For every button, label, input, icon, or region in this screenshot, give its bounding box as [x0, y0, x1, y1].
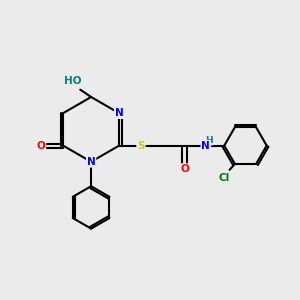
Text: N: N	[201, 141, 210, 151]
Text: N: N	[87, 157, 95, 167]
Text: O: O	[36, 141, 45, 151]
Text: HO: HO	[64, 76, 82, 86]
Text: N: N	[115, 108, 124, 118]
Text: H: H	[205, 136, 212, 145]
Text: O: O	[180, 164, 189, 174]
Text: S: S	[137, 141, 145, 151]
Text: Cl: Cl	[219, 173, 230, 183]
